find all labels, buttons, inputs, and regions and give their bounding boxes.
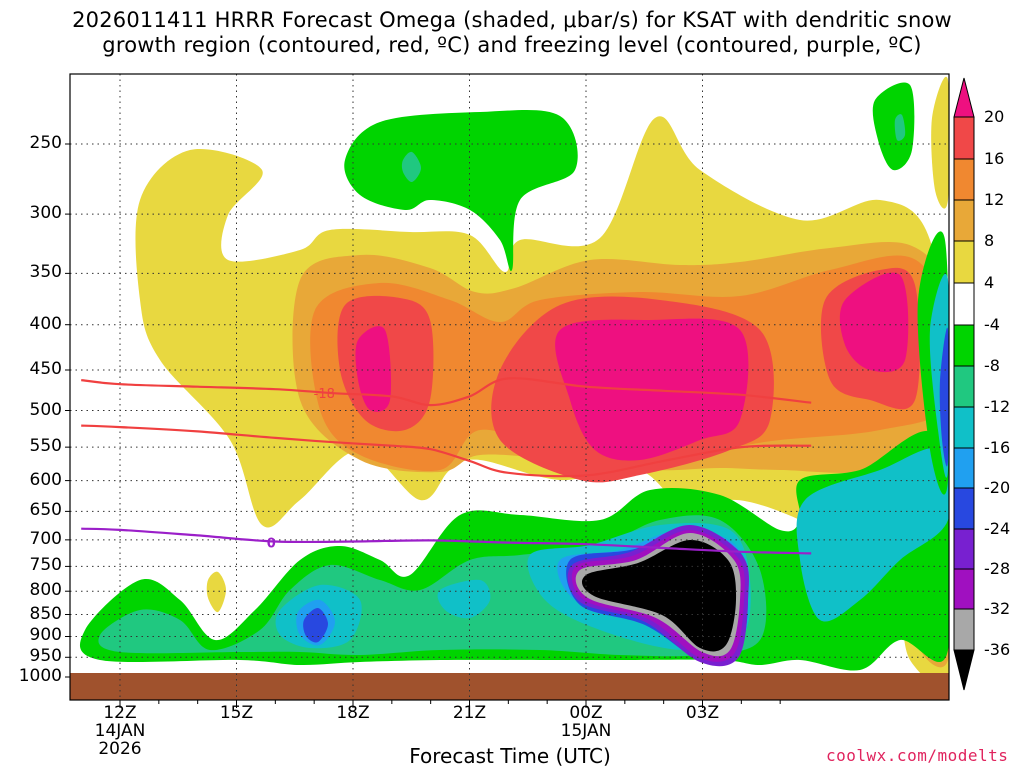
- y-tick-label: 900: [29, 625, 62, 646]
- dendritic-contour--18: [81, 377, 812, 407]
- omega-region-upper-sinking: [344, 109, 578, 272]
- colorbar-bin-4: [953, 240, 975, 284]
- colorbar-label: -20: [984, 478, 1011, 497]
- colorbar-bin-12: [953, 568, 975, 610]
- colorbar: [953, 77, 975, 691]
- y-tick-label: 700: [29, 528, 62, 549]
- y-tick-label: 450: [29, 358, 62, 379]
- chart-title-line-2: growth region (contoured, red, ºC) and f…: [102, 33, 922, 57]
- colorbar-label: -8: [984, 356, 1000, 375]
- dendritic-contour--12: [81, 424, 812, 478]
- colorbar-label: -24: [984, 519, 1011, 538]
- colorbar-bin-10: [953, 487, 975, 530]
- y-tick-label: 1000: [18, 666, 62, 686]
- y-tick-label: 750: [29, 555, 62, 576]
- colorbar-bin-8: [953, 406, 975, 449]
- omega-region-low-sinking-12b: [437, 579, 491, 619]
- y-tick-label: 250: [29, 133, 62, 153]
- omega-region-upper-right-sinking: [872, 82, 915, 171]
- x-tick-label: 18Z: [336, 703, 370, 723]
- colorbar-label: 8: [984, 231, 995, 250]
- y-tick-label: 850: [29, 603, 62, 624]
- omega-region-upper-rising-20a: [355, 326, 392, 412]
- omega-region-small-rising: [206, 571, 226, 613]
- colorbar-label: -4: [984, 315, 1000, 334]
- chart-title-line-1: 2026011411 HRRR Forecast Omega (shaded, …: [72, 8, 952, 32]
- colorbar-bin-11: [953, 528, 975, 570]
- y-tick-label: 500: [29, 399, 62, 420]
- y-tick-label: 950: [29, 646, 62, 667]
- colorbar-label: 12: [984, 190, 1005, 209]
- freezing-level-label: 0: [267, 537, 276, 552]
- y-tick-label: 600: [29, 469, 62, 490]
- colorbar-bin-7: [953, 365, 975, 408]
- colorbar-bin-9: [953, 447, 975, 489]
- omega-region-upper-rising-right: [931, 77, 949, 209]
- omega-region-upper-rising-20c: [839, 272, 909, 373]
- dendritic-contour-label: -18: [314, 387, 335, 402]
- freezing-level-contour: [81, 527, 812, 555]
- y-tick-label: 550: [29, 436, 62, 457]
- y-tick-label: 400: [29, 313, 62, 334]
- omega-region-far-right-sinking-20: [939, 327, 949, 467]
- x-tick-label: 03Z: [685, 703, 720, 723]
- contour-lines: -18 0: [81, 377, 812, 555]
- colorbar-bin-13: [953, 608, 975, 651]
- grid-lines: [65, 74, 949, 708]
- surface-ground-band: [70, 673, 949, 700]
- x-tick-label: 21Z: [452, 703, 487, 723]
- plot-frame: [69, 73, 950, 701]
- colorbar-bin-2: [953, 158, 975, 201]
- colorbar-label: -36: [984, 640, 1011, 659]
- colorbar-top-arrow: [953, 77, 975, 118]
- omega-region-upper-right-sinking-12: [894, 114, 906, 141]
- x-tick-label: 00Z 15JAN: [560, 703, 612, 741]
- x-tick-label: 15Z: [219, 703, 254, 723]
- colorbar-bin-1: [953, 116, 975, 160]
- omega-region-low-sinking-36: [581, 539, 737, 652]
- omega-region-low-right-sinking-12: [796, 448, 949, 622]
- colorbar-label: -32: [984, 599, 1011, 618]
- x-axis-title: Forecast Time (UTC): [409, 744, 611, 768]
- colorbar-bin-6: [953, 324, 975, 367]
- colorbar-label: 4: [984, 273, 995, 292]
- y-tick-label: 800: [29, 580, 62, 601]
- y-tick-label: 650: [29, 500, 62, 521]
- colorbar-bottom-arrow: [953, 649, 975, 691]
- colorbar-label: 16: [984, 149, 1005, 168]
- colorbar-label: -16: [984, 438, 1011, 457]
- colorbar-label: -28: [984, 559, 1011, 578]
- omega-region-upper-sinking-12: [401, 151, 421, 183]
- colorbar-bin-3: [953, 199, 975, 242]
- colorbar-bin-5: [953, 282, 975, 326]
- source-credit: coolwx.com/modelts: [826, 746, 1009, 765]
- omega-shading: [70, 77, 949, 700]
- x-tick-label: 12Z 14JAN 2026: [94, 703, 146, 759]
- y-tick-label: 300: [29, 203, 62, 224]
- omega-region-low-sinking-20: [303, 607, 328, 643]
- colorbar-label: 20: [984, 107, 1005, 126]
- colorbar-label: -12: [984, 397, 1011, 416]
- y-tick-label: 350: [29, 262, 62, 283]
